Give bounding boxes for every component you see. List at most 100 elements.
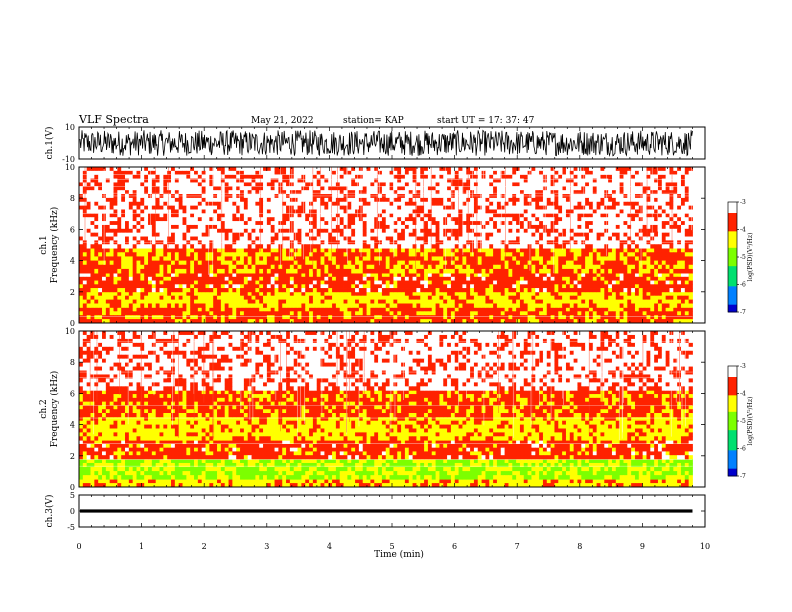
ch1-spectrogram-cell — [186, 311, 191, 316]
ch1-spectrogram-cell — [305, 273, 310, 278]
ch1-spectrogram-cell — [592, 288, 598, 293]
ch1-spectrogram-cell — [159, 186, 164, 191]
ch1-spectrogram-cell — [98, 307, 103, 312]
ch1-spectrogram-cell — [596, 260, 601, 266]
ch1-spectrogram-cell — [132, 178, 137, 183]
ch1-spectrogram-cell — [224, 260, 229, 266]
ch1-spectrogram-cell — [86, 276, 91, 281]
ch1-spectrogram-cell — [611, 174, 617, 179]
ch1-spectrogram-cell — [305, 186, 310, 191]
ch1-spectrogram-cell — [450, 288, 456, 293]
ch1-spectrogram-cell — [389, 295, 394, 300]
ch1-spectrogram-cell — [132, 273, 137, 278]
ch1-spectrogram-cell — [393, 178, 398, 183]
ch1-spectrogram-cell — [217, 295, 222, 300]
ch1-spectrogram-cell — [121, 197, 126, 203]
ch1-spectrogram-cell — [516, 260, 521, 266]
ch1-spectrogram-cell — [416, 201, 421, 207]
ch1-spectrogram-cell — [332, 178, 337, 183]
ch1-spectrogram-cell — [220, 315, 226, 320]
ch1-spectrogram-cell — [316, 295, 321, 300]
ch1-spectrogram-cell — [611, 311, 617, 316]
ch1-spectrogram-cell — [255, 252, 260, 257]
ch1-spectrogram-cell — [213, 288, 218, 293]
ch1-spectrogram-cell — [642, 170, 647, 176]
ch1-spectrogram-cell — [251, 186, 256, 191]
ch1-spectrogram-cell — [657, 319, 663, 324]
ch1-spectrogram-cell — [447, 186, 452, 191]
ch1-spectrogram-cell — [259, 174, 264, 179]
ch1-spectrogram-cell — [642, 295, 647, 300]
ch1-spectrogram-cell — [450, 303, 456, 308]
ch1-spectrogram-cell — [680, 291, 686, 297]
ch1-spectrogram-cell — [297, 291, 302, 297]
ch1-spectrogram-cell — [470, 201, 475, 207]
ch1-spectrogram-cell — [125, 291, 130, 297]
ch1-spectrogram-cell — [378, 276, 383, 281]
ch1-spectrogram-cell — [634, 276, 640, 281]
ch1-spectrogram-cell — [178, 268, 183, 274]
ch1-spectrogram-cell — [581, 319, 586, 324]
ch1-spectrogram-cell — [86, 252, 91, 257]
ch1-spectrogram-cell — [228, 197, 233, 203]
ch1-spectrogram-cell — [458, 182, 463, 187]
ch1-spectrogram-cell — [466, 280, 471, 285]
ch1-spectrogram-cell — [631, 284, 636, 289]
ch1-spectrogram-cell — [113, 319, 118, 324]
ch1-spectrogram-cell — [163, 280, 168, 285]
ch1-spectrogram-cell — [542, 307, 548, 312]
ch1-spectrogram-cell — [588, 299, 594, 304]
ch1-spectrogram-cell — [450, 205, 456, 210]
ch1-spectrogram-cell — [205, 268, 210, 274]
ch1-spectrogram-cell — [312, 299, 318, 304]
ch1-spectrogram-cell — [282, 295, 287, 300]
ch1-spectrogram-cell — [600, 268, 605, 274]
ch1-spectrogram-cell — [247, 190, 252, 195]
ch1-spectrogram-cell — [688, 299, 693, 304]
ch1-spectrogram-cell — [404, 248, 410, 253]
ch1-spectrogram-cell — [209, 311, 214, 316]
ch1-spectrogram-cell — [312, 174, 318, 179]
ch1-spectrogram-cell — [305, 295, 310, 300]
ch1-spectrogram-cell — [454, 182, 459, 187]
ch1-spectrogram-cell — [339, 311, 344, 316]
ch1-spectrogram-cell — [412, 276, 417, 281]
ch1-spectrogram-cell — [362, 201, 367, 207]
ch1-spectrogram-cell — [631, 190, 636, 195]
ch1-spectrogram-cell — [512, 260, 517, 266]
ch1-spectrogram-cell — [531, 186, 536, 191]
ch1-spectrogram-cell — [573, 170, 578, 176]
ch1-spectrogram-cell — [324, 280, 329, 285]
ch1-spectrogram-cell — [539, 174, 544, 179]
ch1-spectrogram-cell — [190, 182, 195, 187]
ch1-spectrogram-cell — [243, 186, 249, 191]
ch1-spectrogram-cell — [473, 197, 479, 203]
ch1-spectrogram-cell — [642, 299, 647, 304]
ch1-spectrogram-cell — [209, 174, 214, 179]
ch1-spectrogram-cell — [550, 280, 555, 285]
ch1-spectrogram-cell — [121, 205, 126, 210]
ch1-spectrogram-cell — [542, 280, 548, 285]
ch1-spectrogram-cell — [366, 311, 371, 316]
ch1-spectrogram-cell — [136, 273, 141, 278]
ch1-spectrogram-cell — [531, 276, 536, 281]
ch1-spectrogram-cell — [596, 276, 601, 281]
ch1-spectrogram-cell — [554, 248, 559, 253]
ch1-spectrogram-cell — [585, 311, 590, 316]
ch1-spectrogram-cell — [155, 303, 160, 308]
ch1-spectrogram-cell — [657, 190, 663, 195]
ch1-spectrogram-cell — [351, 299, 356, 304]
ch1-spectrogram-cell — [408, 307, 413, 312]
ch1-spectrogram-cell — [439, 170, 444, 176]
ch1-spectrogram-cell — [278, 303, 283, 308]
ch1-spectrogram-cell — [205, 182, 210, 187]
ch1-spectrogram-cell — [393, 252, 398, 257]
ch1-spectrogram-cell — [278, 284, 283, 289]
ch1-spectrogram-cell — [504, 186, 509, 191]
ch1-spectrogram-cell — [374, 209, 379, 214]
ch1-spectrogram-cell — [680, 295, 686, 300]
ch1-spectrogram-cell — [435, 167, 440, 172]
ch1-spectrogram-cell — [516, 295, 521, 300]
ch1-spectrogram-cell — [473, 273, 479, 278]
ch1-spectrogram-cell — [565, 201, 571, 207]
